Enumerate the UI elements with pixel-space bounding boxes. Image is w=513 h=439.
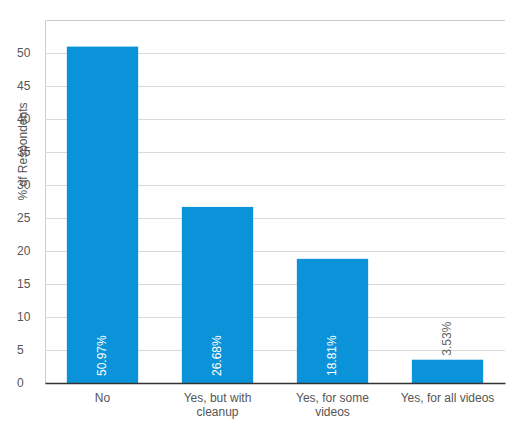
data-labels: 50.97% 26.68% 18.81% 3.53% [95,321,454,376]
data-label: 26.68% [210,335,224,376]
x-tick: Yes, but withcleanup [184,391,252,419]
x-tick-label: Yes, but withcleanup [184,391,252,419]
y-tick-label: 25 [17,211,31,225]
x-tick: No [95,391,111,405]
bar [412,360,483,383]
chart: 05101520253035404550NoYes, but withclean… [0,0,513,439]
data-label: 50.97% [95,335,109,376]
bars [67,47,483,383]
plot: 05101520253035404550NoYes, but withclean… [17,21,506,419]
x-axis-line [46,383,506,385]
y-tick-label: 15 [17,277,31,291]
x-axis: No Yes, but withcleanup Yes, for somevideo… [46,384,506,419]
data-label: 3.53% [440,321,454,355]
y-tick-label: 0 [17,376,24,390]
x-tick-label: Yes, for all videos [401,391,495,405]
y-tick-label: 45 [17,79,31,93]
x-tick: Yes, for all videos [401,391,495,405]
y-tick-label: 5 [17,343,24,357]
y-axis-line [46,21,506,384]
grid-line [45,383,505,384]
y-axis-title: % of Respondents [16,102,30,200]
y-axis: 05101520253035404550 [17,21,505,391]
y-tick-label: 10 [17,310,31,324]
x-tick-label: No [95,391,111,405]
y-tick-label: 50 [17,46,31,60]
bar [182,207,253,383]
y-tick-label: 20 [17,244,31,258]
x-tick: Yes, for somevideos [296,391,369,419]
x-tick-label: Yes, for somevideos [296,391,369,419]
data-label: 18.81% [325,335,339,376]
bar [297,259,368,383]
bar [67,47,138,383]
